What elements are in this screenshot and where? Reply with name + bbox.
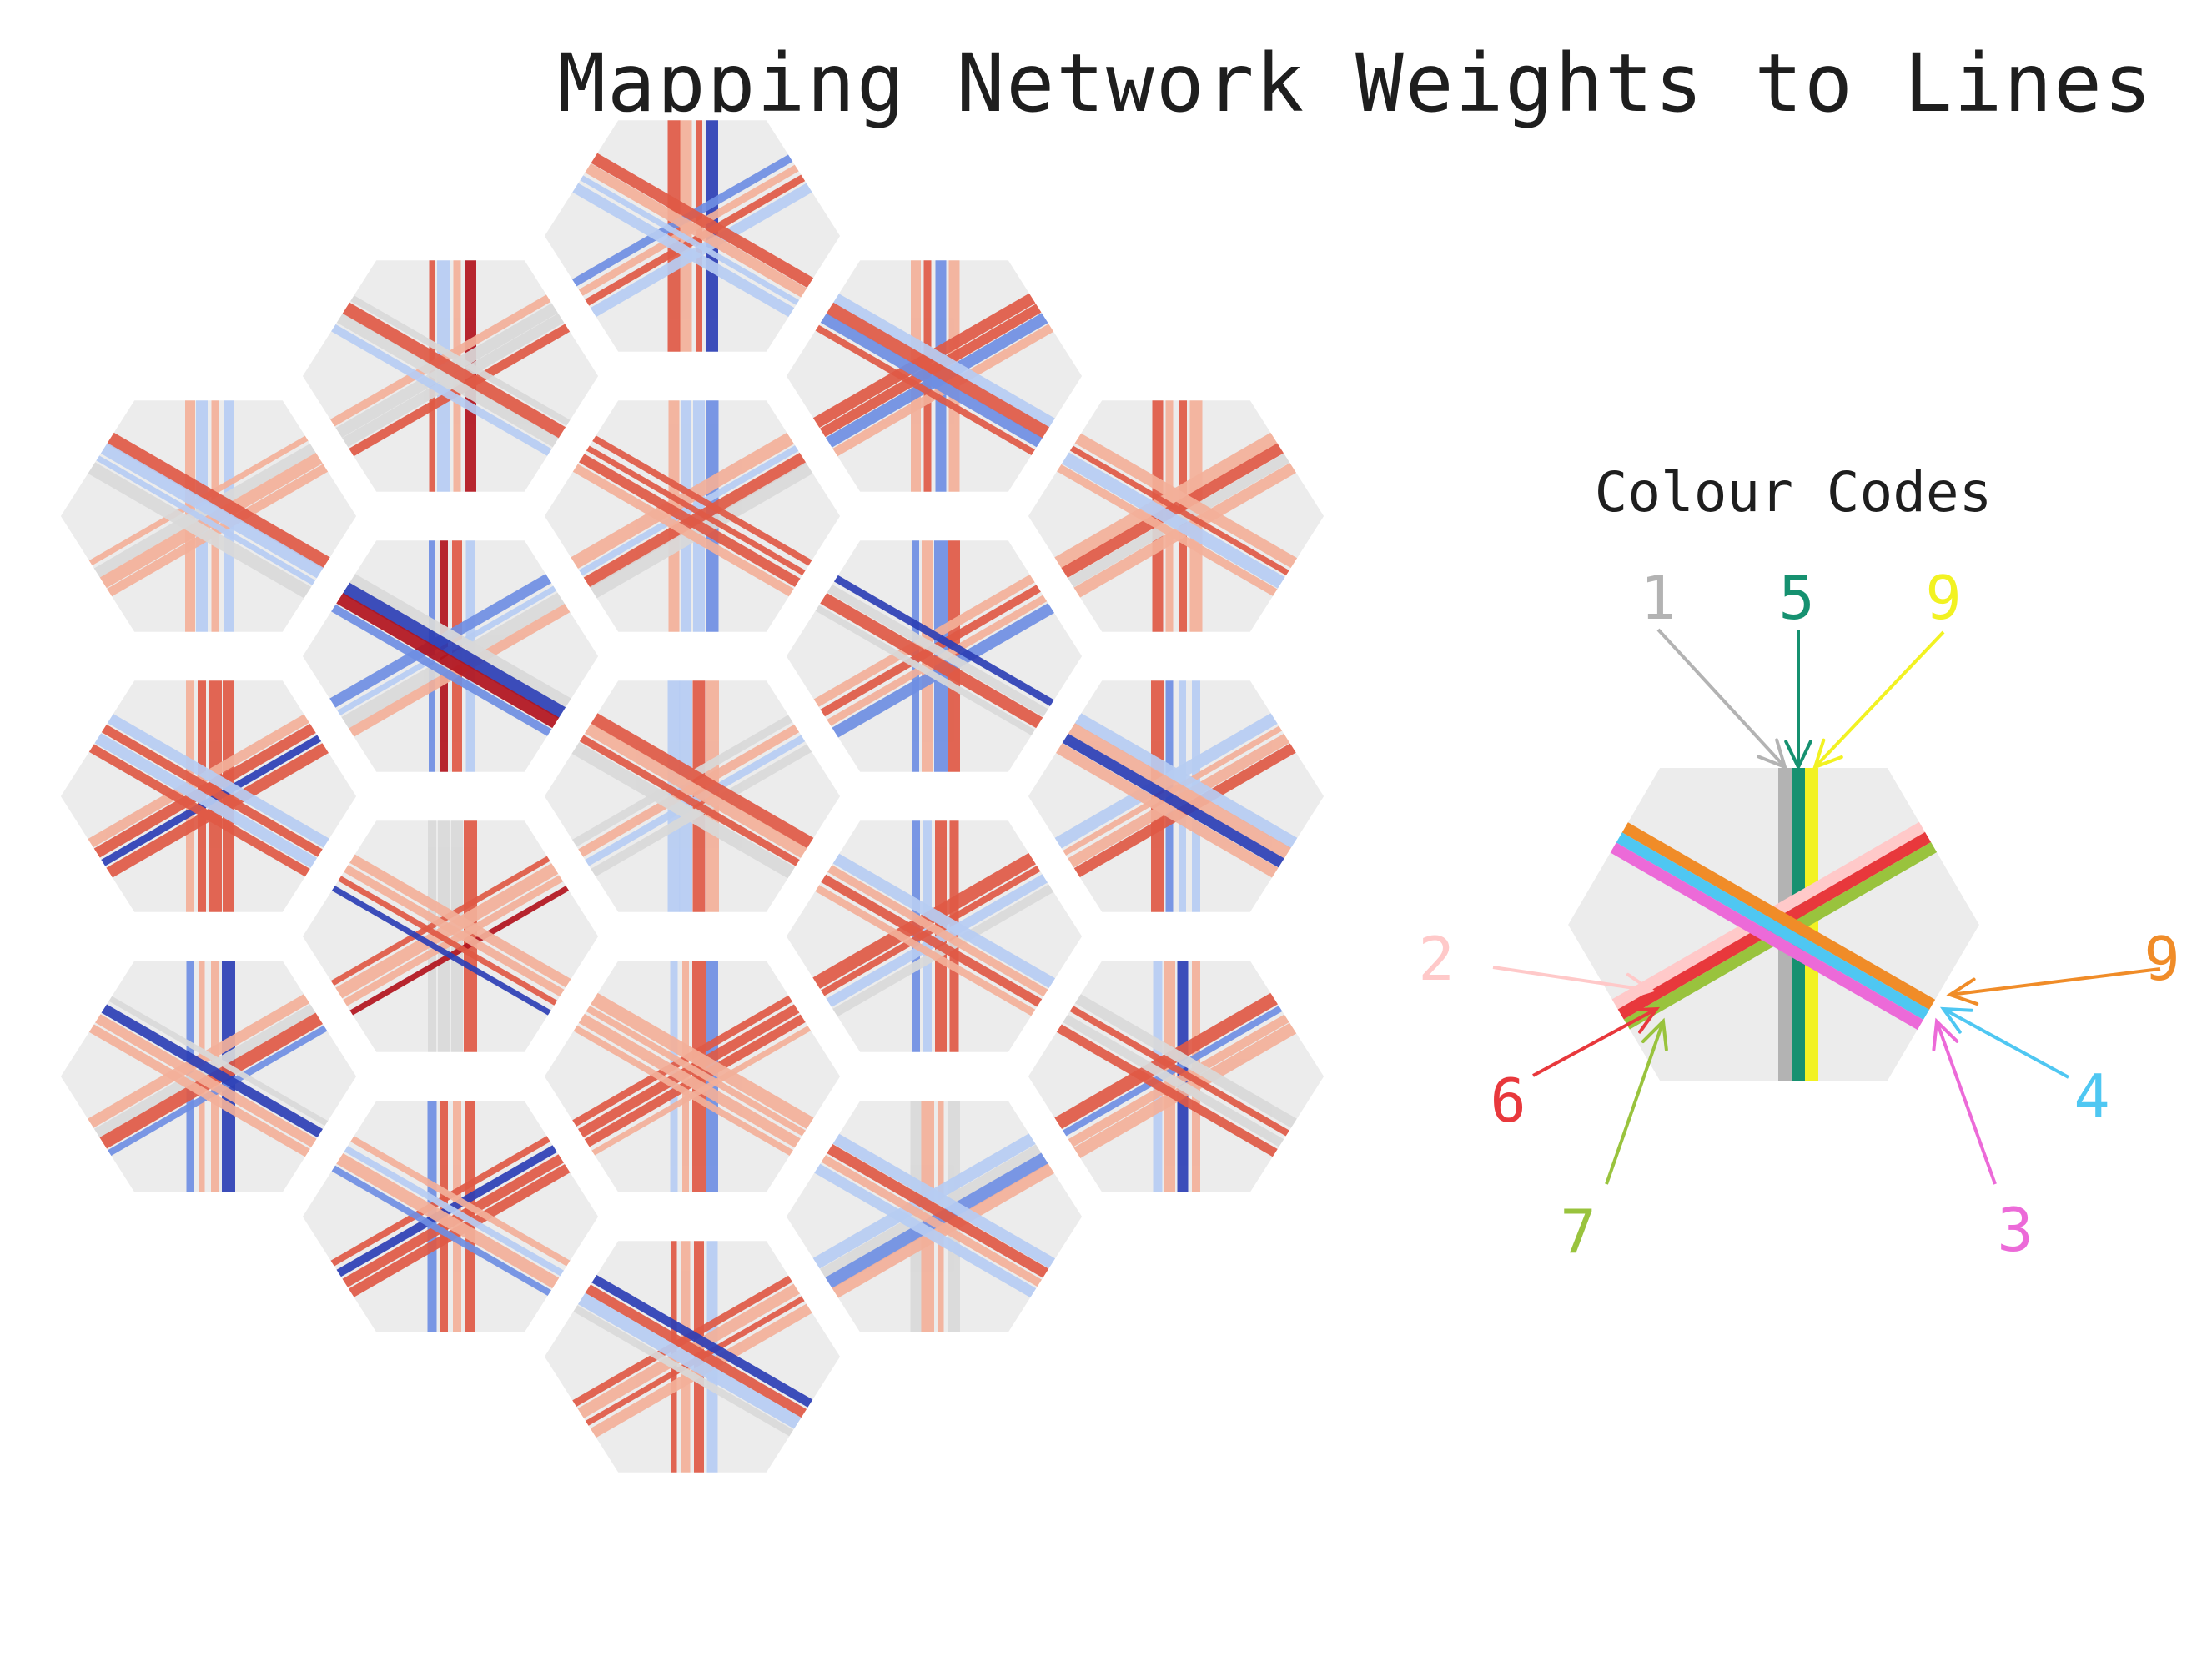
legend-arrow: [1813, 630, 1945, 769]
weight-hex-grid: [51, 112, 1334, 1481]
legend-code-label: 2: [1418, 924, 1454, 994]
hex-tile-border: [51, 952, 366, 1201]
legend-arrowhead: [1622, 972, 1656, 1001]
legend-code-label: 7: [1560, 1197, 1596, 1267]
hex-tile-border: [535, 392, 850, 640]
hex-tile-border: [777, 252, 1092, 500]
hex-tile-border: [777, 532, 1092, 780]
hex-tile-border: [293, 812, 608, 1061]
hex-tile-border: [535, 112, 850, 360]
hex-tile-background: [540, 116, 845, 356]
legend-arrow: [1532, 1007, 1657, 1077]
hex-tile-background: [298, 816, 603, 1056]
hex-tile-border: [1018, 672, 1334, 921]
hex-tile-border: [777, 812, 1092, 1061]
legend-code-label: 4: [2074, 1061, 2109, 1132]
hex-tile-border: [1018, 952, 1334, 1201]
legend-arrowhead: [1784, 740, 1812, 771]
hex-tile-background: [782, 816, 1087, 1056]
legend-arrow: [1605, 1021, 1665, 1185]
hex-tile-border: [293, 252, 608, 500]
legend-code-label: 9: [1925, 563, 1961, 633]
hex-tile-border: [51, 392, 366, 640]
hex-tile-border: [293, 532, 608, 780]
legend-hex-diagram: [1568, 768, 1979, 1081]
legend-arrowhead: [1641, 1017, 1668, 1051]
hex-tile-border: [535, 672, 850, 921]
hex-tile-background: [1023, 956, 1329, 1197]
legend-arrow: [1935, 1021, 1997, 1185]
legend-code-label: 1: [1640, 563, 1676, 633]
legend-code-label: 6: [1490, 1066, 1526, 1136]
legend-code-label: 3: [1997, 1195, 2033, 1265]
legend-arrow: [1949, 967, 2161, 996]
hex-tile-border: [1018, 392, 1334, 640]
legend-arrow: [1492, 966, 1652, 992]
legend-arrowhead: [1626, 1006, 1661, 1034]
legend-arrowhead: [1757, 738, 1788, 770]
legend-arrow: [1943, 1007, 2069, 1079]
legend-arrow: [1656, 628, 1787, 769]
hex-tile: [782, 1096, 1087, 1337]
hex-tile-border: [535, 952, 850, 1201]
legend-arrowhead: [1932, 1017, 1959, 1051]
legend-arrowhead: [1946, 977, 1979, 1006]
hex-tile-border: [51, 672, 366, 921]
hex-tile-border: [535, 1232, 850, 1481]
page-title: Mapping Network Weights to Lines: [557, 37, 2154, 130]
legend-arrowhead: [1939, 1006, 1973, 1034]
hex-tile-border: [777, 1092, 1092, 1341]
legend-arrowhead: [1812, 738, 1843, 770]
legend-code-label: 9: [2144, 924, 2179, 994]
legend-code-label: 5: [1778, 563, 1814, 633]
legend-title: Colour Codes: [1594, 460, 1993, 524]
hex-tile-border: [293, 1092, 608, 1341]
